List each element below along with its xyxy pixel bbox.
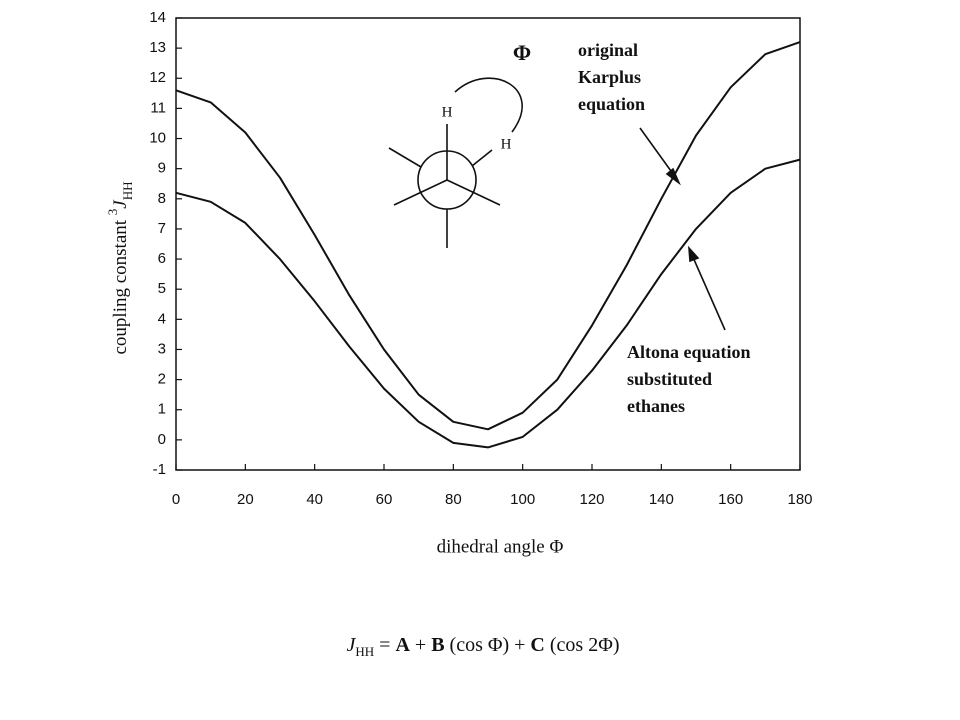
y-tick-label: 9: [158, 160, 166, 177]
curve: [175, 158, 801, 449]
label-part: (cos Φ) +: [445, 634, 531, 656]
y-tick-label: -1: [153, 461, 166, 478]
x-tick-label: 120: [579, 491, 604, 508]
y-tick-label: 4: [158, 310, 166, 327]
karplus-label: original: [578, 40, 638, 60]
y-tick-label: 10: [149, 130, 166, 147]
label-part: B: [431, 634, 444, 656]
x-tick-label: 180: [787, 491, 812, 508]
y-tick-label: 3: [158, 340, 166, 357]
y-tick-label: 13: [149, 39, 166, 56]
y-tick-label: 2: [158, 371, 166, 388]
karplus-label: Karplus: [578, 67, 641, 87]
y-tick-label: 6: [158, 250, 166, 267]
newman-h: H: [442, 104, 453, 120]
label-part: A: [395, 634, 410, 656]
label-part: =: [374, 634, 395, 656]
label-part: J: [110, 199, 131, 209]
x-tick-label: 0: [172, 491, 180, 508]
label-part: HH: [120, 181, 135, 200]
y-tick-label: 0: [158, 431, 166, 448]
label-part: J: [347, 634, 357, 656]
y-tick-label: 8: [158, 190, 166, 207]
label-part: (cos 2Φ): [545, 634, 620, 656]
altona-label: ethanes: [627, 396, 685, 416]
y-tick-label: 5: [158, 280, 166, 297]
y-tick-label: 14: [149, 9, 166, 26]
label-part: coupling constant: [110, 215, 131, 354]
x-tick-label: 100: [510, 491, 535, 508]
y-tick-label: 1: [158, 401, 166, 418]
curve: [175, 41, 801, 431]
karplus-label: equation: [578, 94, 645, 114]
label-part: C: [530, 634, 544, 656]
y-axis-label: coupling constant 3JHH: [105, 181, 135, 354]
x-tick-label: 80: [445, 491, 462, 508]
label-part: 3: [105, 209, 120, 216]
x-tick-label: 140: [649, 491, 674, 508]
plot-frame: [175, 17, 801, 471]
y-tick-label: 12: [149, 69, 166, 86]
altona-label: Altona equation: [627, 342, 751, 362]
x-axis-label: dihedral angle Φ: [437, 536, 564, 557]
altona-label: substituted: [627, 369, 712, 389]
x-tick-label: 160: [718, 491, 743, 508]
newman-projection: [388, 77, 523, 248]
label-part: +: [410, 634, 431, 656]
x-tick-label: 20: [237, 491, 254, 508]
y-tick-label: 11: [150, 99, 166, 116]
label-part: HH: [355, 644, 374, 659]
phi-label: Φ: [513, 40, 531, 65]
y-tick-label: 7: [158, 220, 166, 237]
newman-h: H: [501, 136, 512, 152]
blank-box: [290, 678, 685, 720]
x-tick-label: 40: [306, 491, 323, 508]
formula: JHH = A + B (cos Φ) + C (cos 2Φ): [347, 634, 620, 660]
x-tick-label: 60: [376, 491, 393, 508]
